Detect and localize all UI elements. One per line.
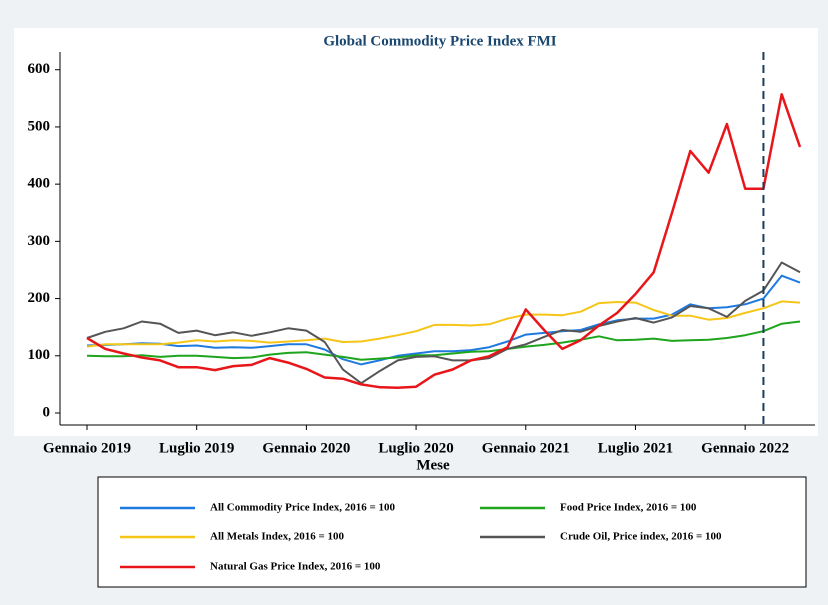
plot-area bbox=[59, 51, 816, 426]
y-tick-label: 400 bbox=[28, 176, 51, 192]
legend-label: Crude Oil, Price index, 2016 = 100 bbox=[560, 531, 722, 543]
x-axis-title: Mese bbox=[416, 457, 450, 473]
series-line bbox=[86, 93, 802, 390]
x-tick-label: Luglio 2021 bbox=[598, 440, 673, 456]
x-tick-label: Gennaio 2020 bbox=[262, 440, 350, 456]
y-tick-label: 600 bbox=[28, 61, 51, 77]
y-tick-label: 100 bbox=[28, 347, 51, 363]
x-tick-label: Luglio 2020 bbox=[378, 440, 453, 456]
x-tick-label: Gennaio 2022 bbox=[701, 440, 789, 456]
legend-label: All Commodity Price Index, 2016 = 100 bbox=[210, 502, 396, 514]
x-tick-label: Gennaio 2019 bbox=[43, 440, 131, 456]
y-tick-label: 0 bbox=[43, 404, 51, 420]
y-tick-label: 200 bbox=[28, 290, 51, 306]
series-line bbox=[86, 300, 801, 348]
y-tick-label: 300 bbox=[28, 233, 51, 249]
series-line bbox=[86, 320, 801, 361]
x-tick-label: Gennaio 2021 bbox=[482, 440, 570, 456]
y-tick-label: 500 bbox=[28, 118, 51, 134]
series-line bbox=[86, 261, 801, 385]
legend-label: Natural Gas Price Index, 2016 = 100 bbox=[210, 561, 381, 573]
series-line bbox=[86, 274, 801, 366]
legend bbox=[97, 476, 807, 588]
x-tick-label: Luglio 2019 bbox=[159, 440, 234, 456]
legend-label: Food Price Index, 2016 = 100 bbox=[560, 502, 697, 514]
legend-label: All Metals Index, 2016 = 100 bbox=[210, 531, 344, 543]
chart-title: Global Commodity Price Index FMI bbox=[323, 33, 556, 49]
